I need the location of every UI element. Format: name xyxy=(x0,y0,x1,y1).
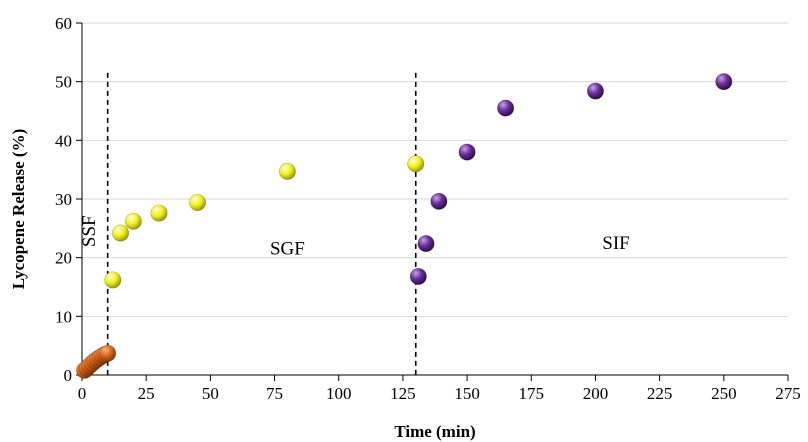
x-tick-label: 275 xyxy=(775,384,801,403)
x-tick-label: 25 xyxy=(138,384,155,403)
y-tick-label: 10 xyxy=(55,307,72,326)
data-point xyxy=(409,267,427,285)
y-axis-title: Lycopene Release (%) xyxy=(9,129,28,290)
data-point xyxy=(150,204,168,222)
data-point xyxy=(112,224,130,242)
data-point xyxy=(99,344,117,362)
x-tick-label: 50 xyxy=(202,384,219,403)
data-point xyxy=(430,192,448,210)
region-labels: SSF SGF SIF xyxy=(79,215,630,259)
x-tick-label: 200 xyxy=(583,384,609,403)
x-axis-title: Time (min) xyxy=(394,422,475,441)
x-tick-label: 100 xyxy=(326,384,352,403)
data-point xyxy=(417,235,435,253)
x-tick-label: 125 xyxy=(390,384,416,403)
data-point xyxy=(497,99,515,117)
data-point xyxy=(586,82,604,100)
data-point xyxy=(104,271,122,289)
region-label-sgf: SGF xyxy=(270,239,305,260)
gridlines xyxy=(82,22,788,317)
x-tick-label: 0 xyxy=(78,384,87,403)
y-tick-label: 60 xyxy=(55,14,72,33)
y-tick-label: 20 xyxy=(55,249,72,268)
y-tick-label: 40 xyxy=(55,131,72,150)
data-point xyxy=(407,155,425,173)
data-point xyxy=(715,73,733,91)
x-tick-label: 75 xyxy=(266,384,283,403)
data-point xyxy=(278,162,296,180)
x-tick-label: 175 xyxy=(519,384,545,403)
data-point xyxy=(124,212,142,230)
data-point xyxy=(189,194,207,212)
tick-labels: 0 10 20 30 40 50 60 0 25 50 75 100 125 150 175 200 225 25… xyxy=(55,14,801,403)
data-point xyxy=(458,143,476,161)
axes xyxy=(76,22,789,381)
x-tick-label: 225 xyxy=(647,384,673,403)
x-tick-label: 150 xyxy=(454,384,480,403)
region-label-ssf: SSF xyxy=(79,215,100,247)
region-label-sif: SIF xyxy=(602,233,629,254)
y-tick-label: 30 xyxy=(55,190,72,209)
y-tick-label: 0 xyxy=(64,366,73,385)
x-tick-label: 250 xyxy=(711,384,737,403)
phase-lines xyxy=(106,72,417,375)
y-tick-label: 50 xyxy=(55,73,72,92)
data-points xyxy=(76,73,733,379)
